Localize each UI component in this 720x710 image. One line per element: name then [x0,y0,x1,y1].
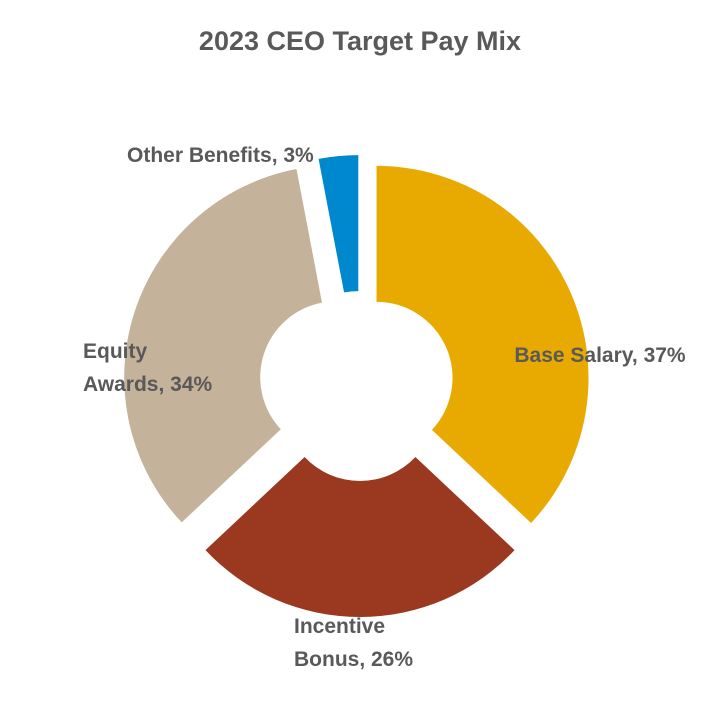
slice-base-salary [376,165,589,523]
slice-equity-awards [124,169,322,523]
slice-incentive-bonus [205,457,515,617]
slices-group [124,155,589,617]
label-other-benefits: Other Benefits, 3% [127,144,314,167]
slice-other-benefits [318,155,359,293]
label-base-salary: Base Salary, 37% [514,344,686,367]
chart-title: 2023 CEO Target Pay Mix [198,26,522,56]
label-incentive-bonus: Incentive Bonus, 26% [294,615,413,671]
label-equity-awards: Equity Awards, 34% [83,340,213,396]
labels-group: Base Salary, 37% Incentive Bonus, 26% Equit… [83,144,686,671]
